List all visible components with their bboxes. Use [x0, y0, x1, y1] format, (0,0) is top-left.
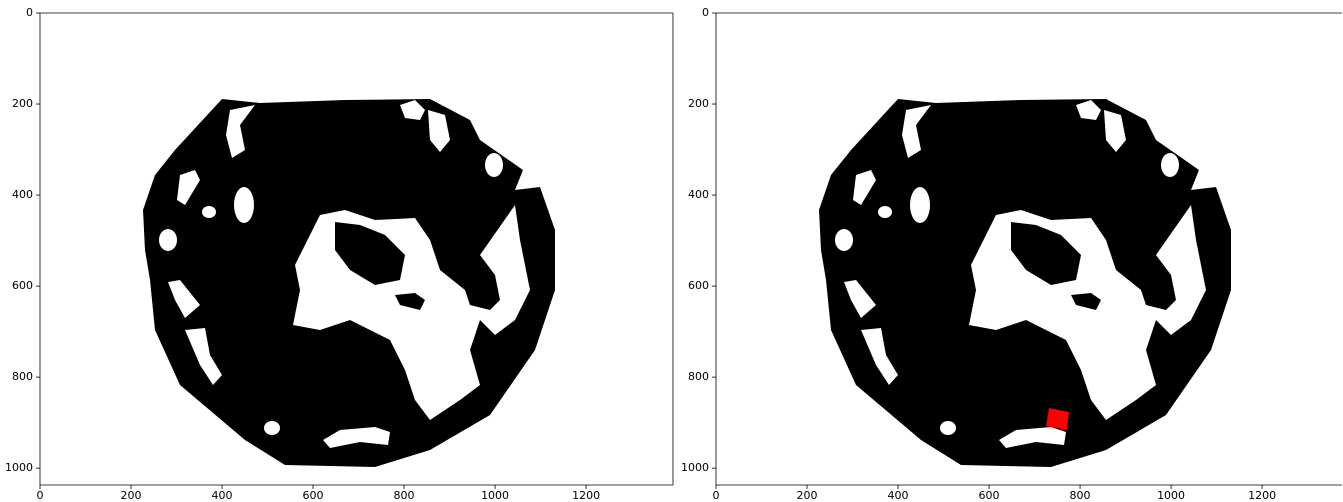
- x-tick-label: 0: [713, 489, 720, 502]
- x-tick-label: 400: [888, 489, 909, 502]
- left-image: [143, 99, 555, 467]
- x-tick-label: 600: [979, 489, 1000, 502]
- x-tick-label: 1000: [481, 489, 509, 502]
- x-tick-label: 1000: [1157, 489, 1185, 502]
- y-tick-label: 200: [12, 97, 33, 110]
- right-image: [819, 99, 1231, 467]
- x-tick-label: 800: [1070, 489, 1091, 502]
- y-tick-label: 1000: [681, 461, 709, 474]
- y-tick-label: 1000: [5, 461, 33, 474]
- x-tick-label: 400: [212, 489, 233, 502]
- y-tick-label: 800: [12, 370, 33, 383]
- y-tick-label: 800: [688, 370, 709, 383]
- x-tick-label: 600: [303, 489, 324, 502]
- y-tick-label: 400: [688, 188, 709, 201]
- y-tick-label: 600: [12, 279, 33, 292]
- y-tick-label: 0: [702, 6, 709, 19]
- y-tick-label: 400: [12, 188, 33, 201]
- y-tick-label: 600: [688, 279, 709, 292]
- x-tick-label: 0: [37, 489, 44, 502]
- x-tick-label: 200: [121, 489, 142, 502]
- figure: 0 200 400 600 800 1000 1200 0 200 400 600 800 1000 0 2…: [0, 0, 1343, 502]
- x-tick-label: 1200: [1248, 489, 1276, 502]
- x-tick-label: 200: [797, 489, 818, 502]
- y-tick-label: 0: [26, 6, 33, 19]
- y-tick-label: 200: [688, 97, 709, 110]
- x-tick-label: 1200: [572, 489, 600, 502]
- x-tick-label: 800: [394, 489, 415, 502]
